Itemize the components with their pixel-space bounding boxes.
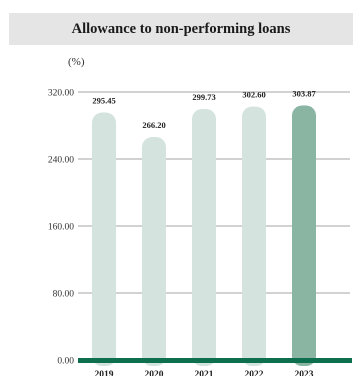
y-tick-label: 240.00 [48, 156, 74, 166]
chart-title: Allowance to non-performing loans [71, 20, 291, 37]
y-tick-label: 320.00 [48, 89, 74, 99]
x-tick-label: 2020 [145, 370, 164, 376]
y-axis-unit: (%) [68, 56, 85, 68]
x-tick-label: 2023 [295, 370, 314, 376]
bar [142, 137, 166, 366]
data-label: 302.60 [242, 90, 265, 100]
data-label: 299.73 [192, 92, 215, 102]
bar [292, 105, 316, 366]
data-label: 303.87 [292, 89, 316, 99]
x-tick-label: 2022 [245, 370, 264, 376]
x-tick-label: 2019 [95, 370, 114, 376]
y-tick-label: 0.00 [57, 357, 74, 367]
y-tick-label: 160.00 [48, 223, 74, 233]
bar [92, 112, 116, 366]
y-tick-label: 80.00 [53, 290, 75, 300]
data-label: 295.45 [92, 96, 115, 106]
x-axis-baseline [78, 358, 352, 363]
x-tick-label: 2021 [195, 370, 214, 376]
chart-title-bar: Allowance to non-performing loans [9, 13, 353, 45]
bar [242, 106, 266, 366]
bar [192, 108, 216, 366]
data-label: 266.20 [142, 120, 165, 130]
